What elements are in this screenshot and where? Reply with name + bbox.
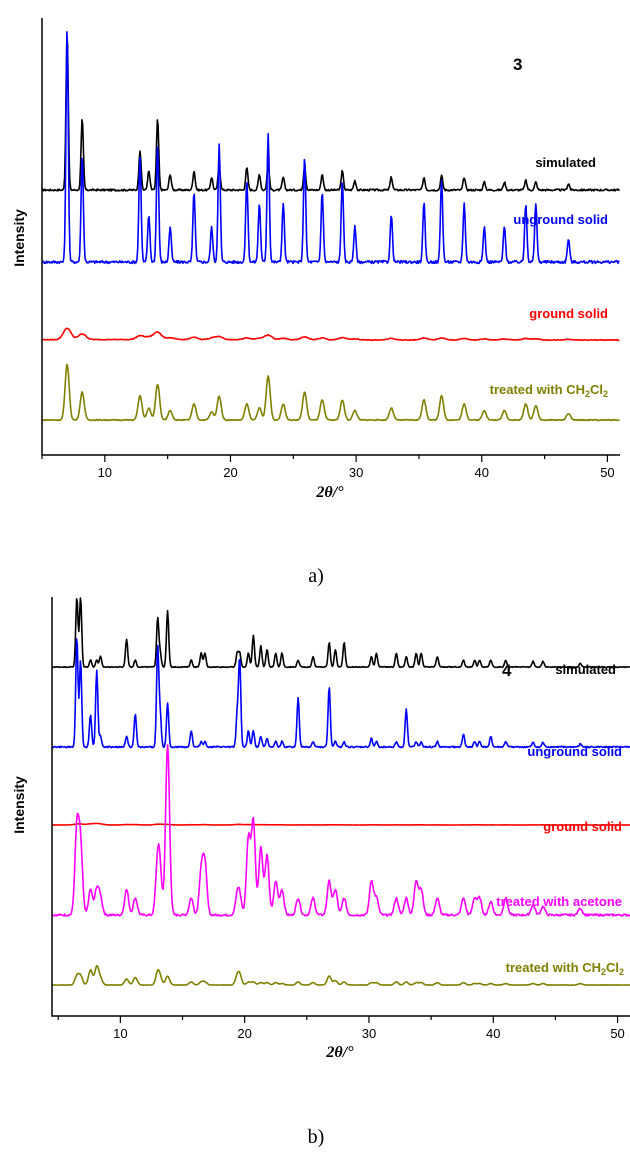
- panel-a-x-tick-label: 30: [349, 465, 363, 480]
- panel-a-trace-ground-solid: [41, 327, 620, 342]
- panel-b-x-tick-label: 10: [113, 1026, 127, 1041]
- panel-a-letter: a): [308, 565, 324, 587]
- panel-b-y-axis-label: Intensity: [11, 776, 27, 834]
- panel-a-y-axis-label: Intensity: [11, 209, 27, 267]
- panel-b-series-label: ground solid: [543, 819, 622, 834]
- panel-b-trace-unground-solid: [51, 638, 630, 749]
- panel-b-trace-ground-solid: [51, 822, 630, 826]
- panel-b-x-tick-label: 20: [237, 1026, 251, 1041]
- panel-b-sample-number: 4: [502, 661, 512, 680]
- panel-a-trace-simulated: [41, 35, 621, 192]
- panel-a-series-label: ground solid: [529, 306, 608, 321]
- panel-a-x-tick-label: 10: [98, 465, 112, 480]
- panel-b-trace-treated-with-acetone: [51, 744, 630, 917]
- panel-b-series-label: treated with CH2Cl2: [506, 960, 624, 977]
- panel-a-x-tick-label: 40: [475, 465, 489, 480]
- panel-a-x-tick-label: 50: [600, 465, 614, 480]
- panel-a-x-axis-label: 2θ/°: [315, 484, 344, 501]
- panel-a-chart: 3 Intensity 2θ/° simulated unground solid…: [11, 18, 621, 587]
- panel-a-x-tick-label: 20: [223, 465, 237, 480]
- panel-b-x-tick-label: 40: [486, 1026, 500, 1041]
- panel-b-axes-frame: [51, 597, 630, 1017]
- panel-a-series-label: treated with CH2Cl2: [490, 382, 608, 399]
- panel-a-series-label: simulated: [535, 155, 596, 170]
- panel-a-sample-number: 3: [513, 55, 522, 74]
- panel-b-series-label: unground solid: [527, 744, 622, 759]
- panel-a-series-label: unground solid: [513, 212, 608, 227]
- panel-b-x-tick-label: 30: [362, 1026, 376, 1041]
- panel-b-chart: 4 Intensity 2θ/° simulated unground solid…: [11, 597, 630, 1148]
- panel-b-trace-simulated: [51, 597, 630, 669]
- panel-b-x-axis-label: 2θ/°: [325, 1044, 354, 1061]
- panel-b-series-label: treated with acetone: [496, 894, 622, 909]
- panel-b-x-tick-label: 50: [610, 1026, 624, 1041]
- panel-b-letter: b): [308, 1126, 325, 1148]
- panel-b-series-label: simulated: [555, 662, 616, 677]
- panel-a-trace-unground-solid: [41, 31, 620, 265]
- panel-a-trace-treated-with-ch2cl2: [41, 363, 620, 422]
- panel-b-trace-treated-with-ch2cl2: [51, 964, 630, 986]
